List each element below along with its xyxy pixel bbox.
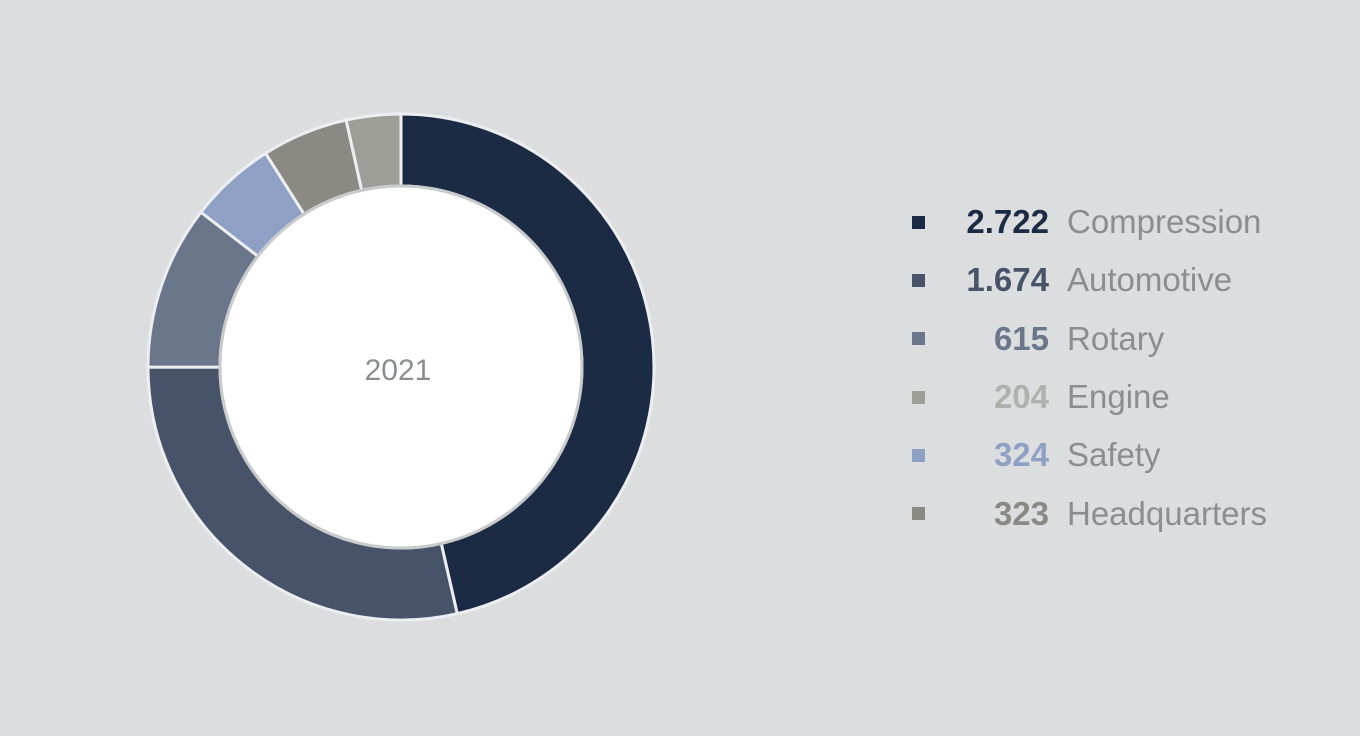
legend-swatch [912,332,925,346]
legend-value: 323 [993,494,1049,532]
legend-label: Safety [1067,436,1161,474]
legend-value: 1.674 [966,261,1049,299]
donut-chart: 2021 [146,112,656,622]
center-year-label: 2021 [365,354,432,387]
donut-hole [218,184,584,550]
legend-value: 2.722 [966,203,1049,241]
legend-item-compression: 2.722 Compression [912,193,1267,251]
legend-item-automotive: 1.674 Automotive [912,251,1267,309]
legend-item-engine: 204 Engine [912,368,1267,426]
legend-value: 615 [993,319,1049,357]
legend-item-headquarters: 323 Headquarters [912,484,1267,542]
legend-label: Compression [1067,203,1262,241]
legend-swatch [912,215,925,229]
legend-value: 204 [993,378,1049,416]
legend-swatch [912,390,925,404]
legend-swatch [912,448,925,462]
legend-item-rotary: 615 Rotary [912,310,1267,368]
legend-label: Automotive [1067,261,1233,299]
chart-legend: 2.722 Compression 1.674 Automotive 615 Rotary… [912,193,1267,543]
legend-label: Engine [1067,378,1170,416]
legend-swatch [912,273,925,287]
legend-value: 324 [993,436,1049,474]
legend-label: Rotary [1067,319,1165,357]
legend-swatch [912,507,925,521]
legend-label: Headquarters [1067,494,1267,532]
legend-item-safety: 324 Safety [912,426,1267,484]
